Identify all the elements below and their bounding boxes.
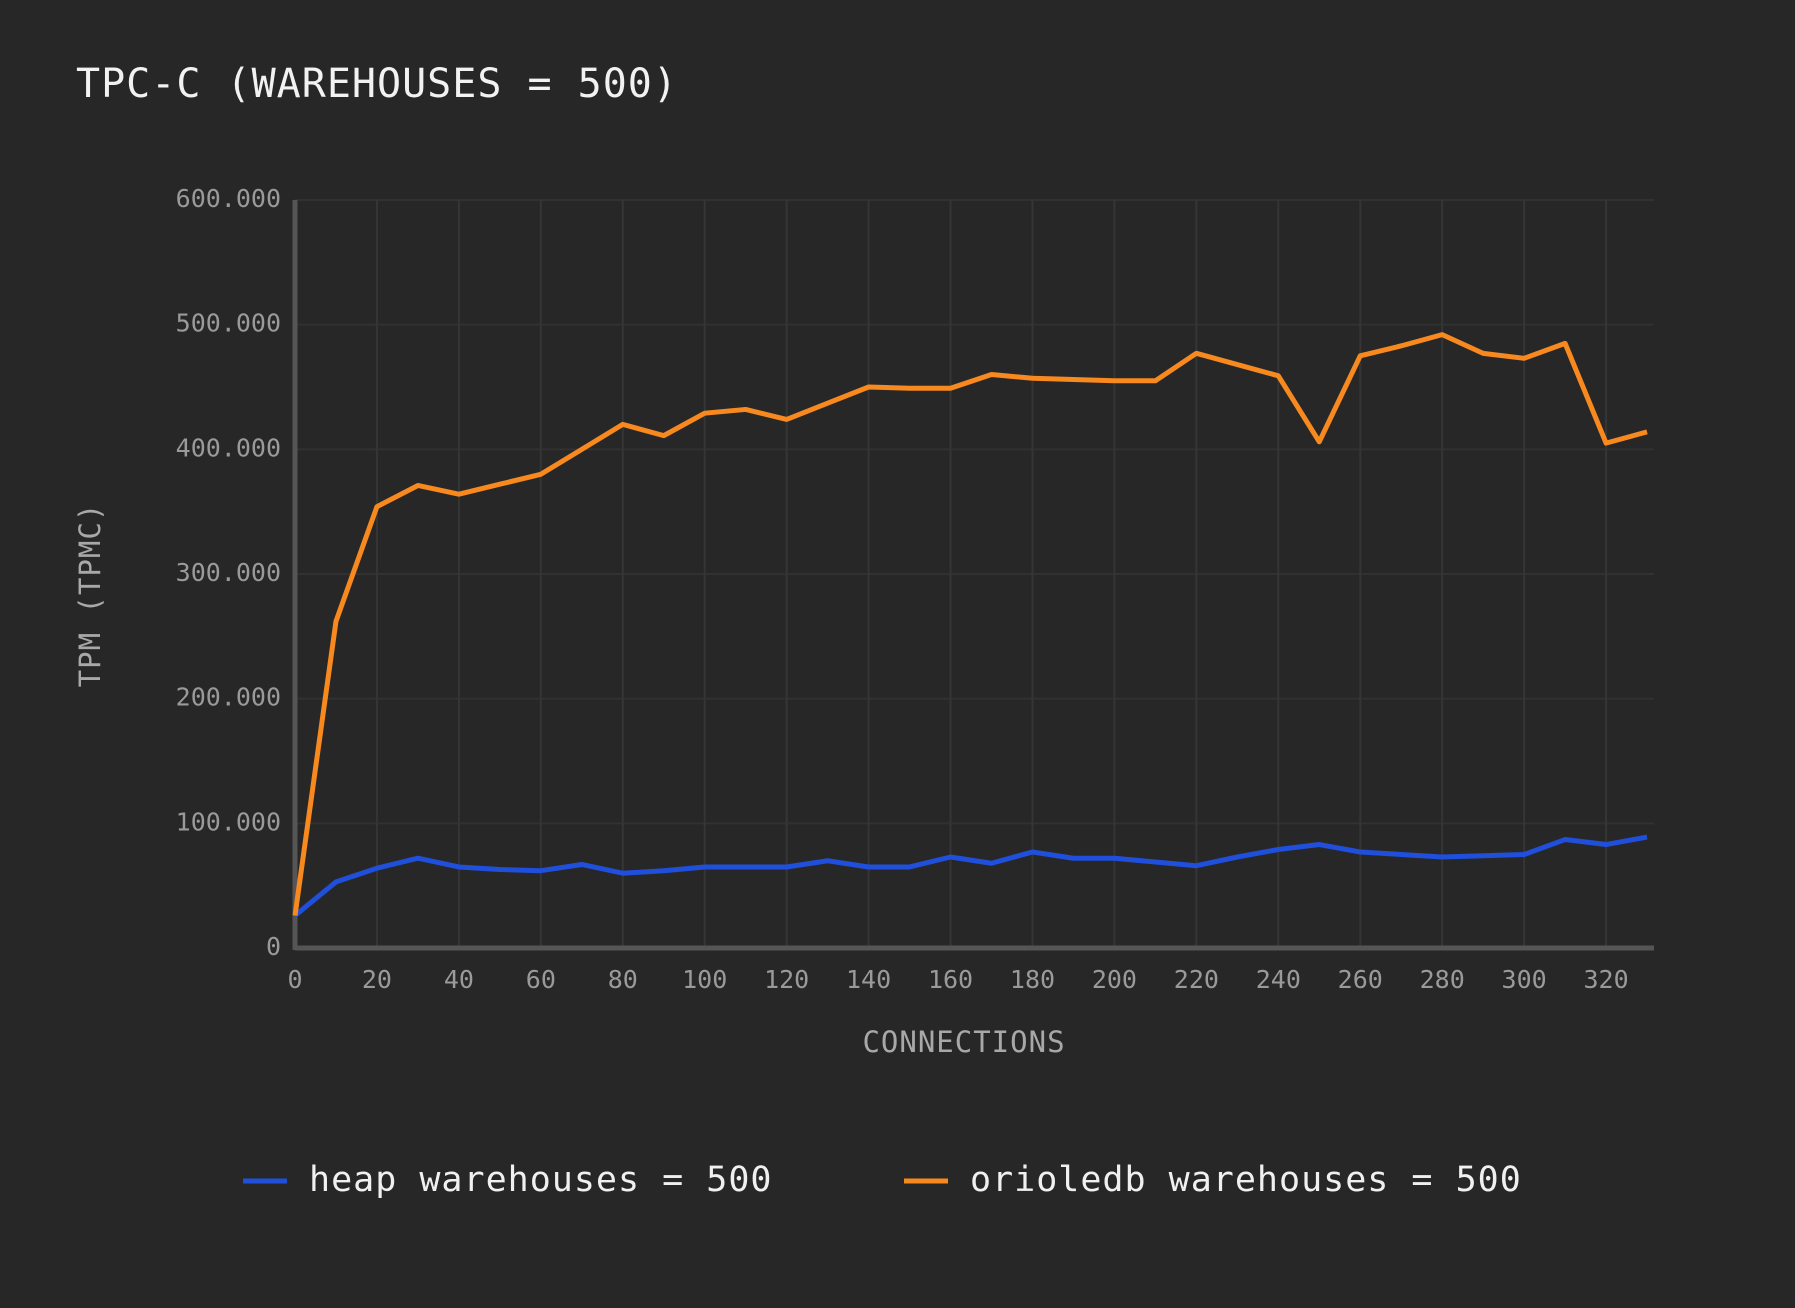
chart-title: TPC-C (WAREHOUSES = 500) xyxy=(76,61,678,107)
x-tick-label: 200 xyxy=(1092,965,1137,994)
y-tick-label: 400.000 xyxy=(176,433,281,462)
x-tick-label: 140 xyxy=(846,965,891,994)
x-tick-label: 60 xyxy=(526,965,556,994)
y-tick-label: 200.000 xyxy=(176,683,281,712)
x-tick-label: 220 xyxy=(1174,965,1219,994)
x-tick-label: 80 xyxy=(608,965,638,994)
x-tick-label: 300 xyxy=(1502,965,1547,994)
x-tick-label: 20 xyxy=(362,965,392,994)
x-tick-label: 260 xyxy=(1338,965,1383,994)
x-tick-label: 320 xyxy=(1583,965,1628,994)
legend-label: orioledb warehouses = 500 xyxy=(970,1160,1522,1200)
x-tick-label: 0 xyxy=(287,965,302,994)
x-tick-label: 120 xyxy=(764,965,809,994)
x-axis-label: CONNECTIONS xyxy=(862,1025,1065,1059)
x-tick-label: 240 xyxy=(1256,965,1301,994)
y-axis-label: TPM (TPMC) xyxy=(73,503,107,688)
legend-label: heap warehouses = 500 xyxy=(309,1160,773,1200)
y-tick-label: 600.000 xyxy=(176,184,281,213)
y-tick-label: 300.000 xyxy=(176,558,281,587)
y-tick-label: 0 xyxy=(266,932,281,961)
y-tick-label: 100.000 xyxy=(176,807,281,836)
y-tick-label: 500.000 xyxy=(176,309,281,338)
x-tick-label: 180 xyxy=(1010,965,1055,994)
x-tick-label: 100 xyxy=(682,965,727,994)
x-tick-label: 40 xyxy=(444,965,474,994)
x-tick-label: 280 xyxy=(1420,965,1465,994)
x-tick-label: 160 xyxy=(928,965,973,994)
